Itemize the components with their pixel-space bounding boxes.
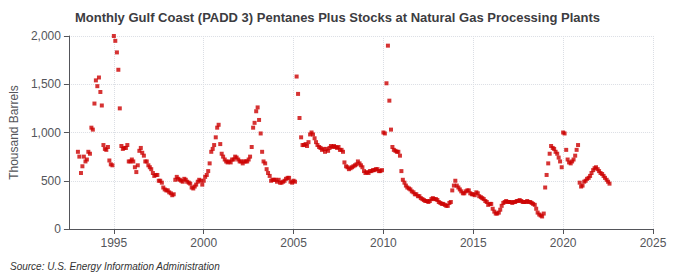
svg-text:Monthly Gulf Coast (PADD 3) Pe: Monthly Gulf Coast (PADD 3) Pentanes Plu… [75, 10, 600, 25]
svg-text:1,000: 1,000 [31, 126, 61, 140]
svg-text:2010: 2010 [370, 236, 397, 250]
svg-text:2020: 2020 [550, 236, 577, 250]
svg-text:500: 500 [41, 174, 61, 188]
svg-text:2,000: 2,000 [31, 29, 61, 43]
svg-text:2000: 2000 [190, 236, 217, 250]
svg-text:1,500: 1,500 [31, 77, 61, 91]
svg-text:2025: 2025 [640, 236, 667, 250]
svg-text:2015: 2015 [460, 236, 487, 250]
svg-text:Source: U.S. Energy Informatio: Source: U.S. Energy Information Administ… [10, 261, 220, 272]
svg-text:1995: 1995 [101, 236, 128, 250]
svg-text:Thousand Barrels: Thousand Barrels [7, 85, 21, 180]
svg-text:0: 0 [54, 222, 61, 236]
svg-text:2005: 2005 [280, 236, 307, 250]
